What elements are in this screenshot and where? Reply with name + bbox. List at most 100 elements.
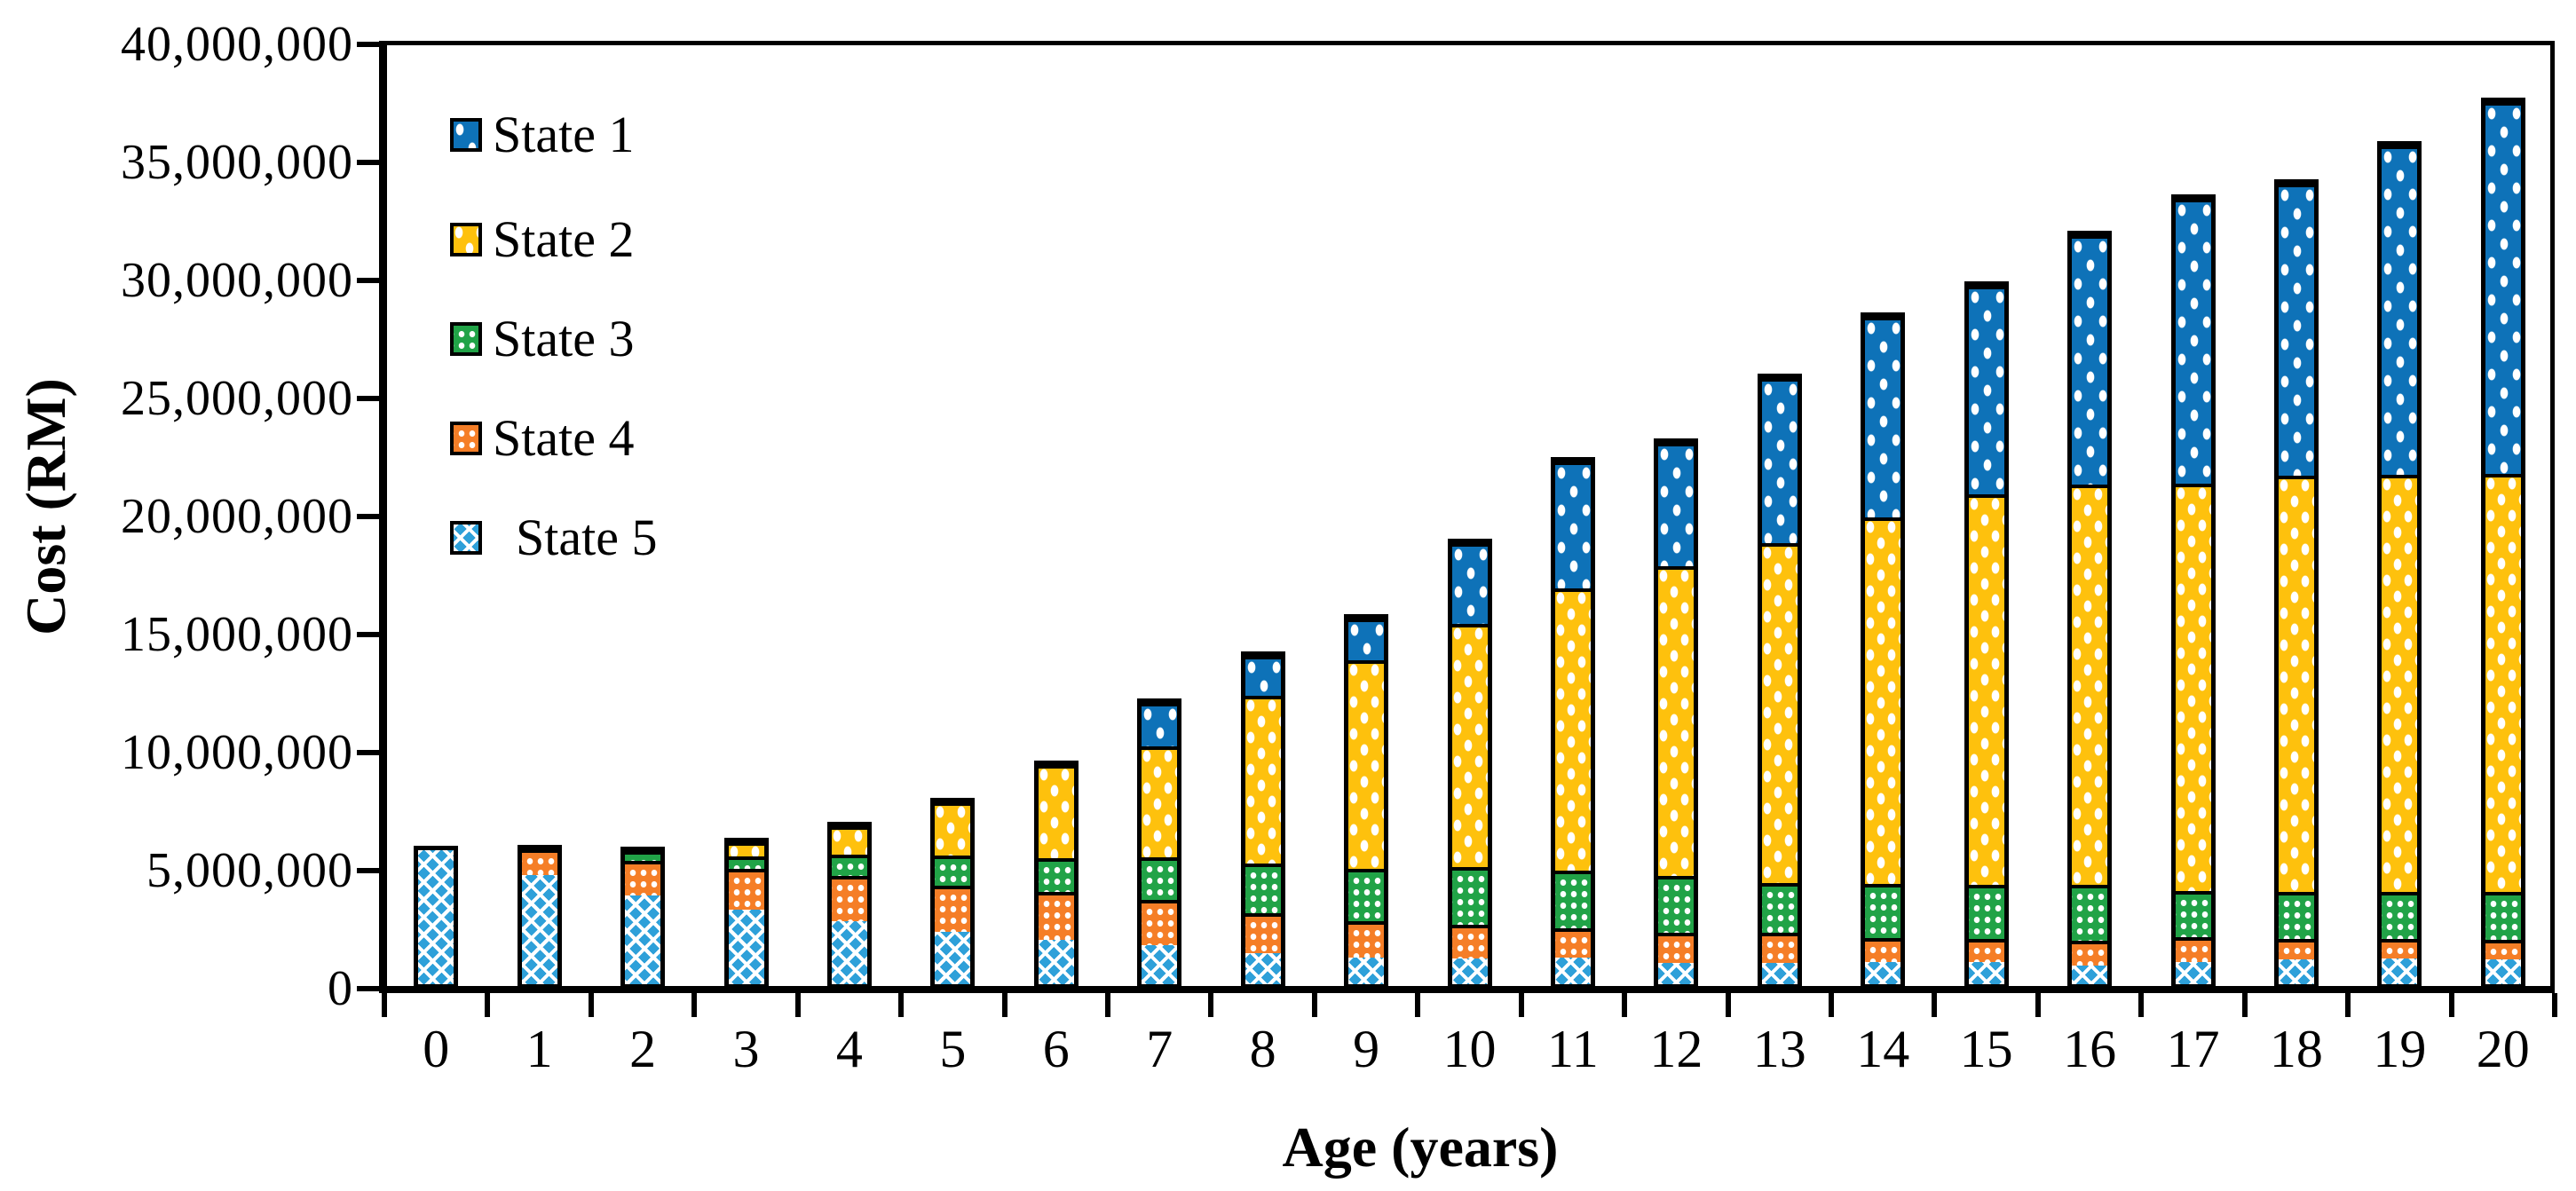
x-tick [1829,993,1834,1017]
bar-segment-state-2 [1142,746,1177,857]
y-tick [357,160,380,165]
y-tick-label: 40,000,000 [121,17,353,72]
bar-segment-state-1 [1348,619,1384,660]
bar-segment-state-3 [2485,892,2521,940]
x-tick [1001,993,1007,1017]
bar-segment-state-2 [1762,543,1798,883]
bar-segment-state-5 [1348,958,1384,984]
bar-segment-state-1 [1658,443,1694,566]
bar-segment-state-4 [832,875,867,922]
x-tick [1415,993,1421,1017]
bar-segment-state-2 [729,842,764,857]
bar-segment-state-4 [1969,938,2004,963]
legend-swatch-state-2 [450,223,482,256]
bar-segment-state-2 [1969,494,2004,886]
bar-segment-state-5 [418,850,454,984]
y-tick [357,278,380,283]
bar-segment-state-2 [2072,485,2107,886]
x-tick-label: 15 [1959,1020,2013,1078]
x-tick [1725,993,1731,1017]
bar-segment-state-2 [1039,765,1074,858]
x-tick [1311,993,1317,1017]
bar-segment-state-4 [1245,912,1281,954]
legend-item-state-4: State 4 [450,413,634,464]
y-tick [357,514,380,519]
bar-segment-state-3 [625,851,660,862]
bar-segment-state-2 [1658,565,1694,877]
bar-segment-state-5 [1762,963,1798,984]
bar-segment-state-2 [935,802,970,856]
x-tick [2345,993,2351,1017]
x-tick-label: 4 [835,1020,863,1078]
x-tick [1105,993,1110,1017]
bar-segment-state-4 [2072,941,2107,966]
bar-segment-state-2 [2176,483,2211,891]
bar-segment-state-3 [2382,892,2417,939]
bar-segment-state-3 [935,855,970,886]
bar-segment-state-4 [935,885,970,932]
bar-segment-state-4 [1658,933,1694,964]
bar-age-18 [2274,179,2319,989]
bar-age-10 [1448,539,1492,989]
bar-segment-state-5 [2279,959,2314,984]
y-tick-label: 0 [328,961,353,1016]
bar-segment-state-1 [1452,543,1488,625]
legend-swatch-state-1 [450,118,482,152]
bar-segment-state-4 [2279,938,2314,960]
x-tick [794,993,801,1017]
y-tick-label: 15,000,000 [121,607,353,662]
legend-label: State 5 [516,509,658,566]
y-tick [357,750,380,755]
x-tick-label: 11 [1547,1020,1599,1078]
bar-segment-state-5 [522,874,557,984]
bar-segment-state-4 [1762,933,1798,964]
bar-segment-state-5 [625,895,660,984]
legend-item-state-1: State 1 [450,109,634,161]
legend-swatch-state-4 [450,422,482,455]
bar-segment-state-3 [729,856,764,869]
bar-age-20 [2481,98,2525,989]
x-tick [485,993,491,1017]
bar-segment-state-3 [1555,870,1591,929]
x-tick-label: 0 [423,1020,450,1078]
bar-segment-state-4 [1039,892,1074,941]
bar-age-19 [2377,141,2422,989]
bar-segment-state-4 [1865,937,1900,963]
y-tick [357,42,380,47]
bar-segment-state-5 [729,910,764,984]
x-tick-label: 14 [1856,1020,1910,1078]
x-tick [2552,993,2557,1017]
bar-segment-state-2 [2279,475,2314,893]
bar-age-14 [1861,312,1905,989]
bar-age-11 [1551,457,1595,989]
bar-segment-state-4 [2382,938,2417,959]
y-tick-label: 10,000,000 [121,725,353,780]
bar-segment-state-3 [1865,884,1900,938]
bar-segment-state-3 [2072,885,2107,942]
bar-segment-state-3 [832,854,867,876]
bar-segment-state-2 [832,826,867,855]
bar-segment-state-5 [2072,965,2107,984]
bar-segment-state-2 [2485,473,2521,893]
x-tick-label: 19 [2373,1020,2427,1078]
legend-label: State 2 [493,210,635,268]
bar-segment-state-4 [1452,925,1488,959]
bar-segment-state-1 [2485,102,2521,474]
bar-segment-state-4 [522,849,557,875]
x-tick-label: 5 [939,1020,967,1078]
y-tick [357,868,380,873]
legend-label: State 4 [493,409,635,467]
bar-age-7 [1137,698,1181,989]
bar-segment-state-1 [2072,235,2107,485]
bar-segment-state-1 [1969,286,2004,495]
bar-age-0 [414,846,458,989]
x-tick-label: 20 [2476,1020,2530,1078]
y-axis-line [379,41,387,993]
legend-label: State 1 [493,106,635,163]
x-tick-label: 17 [2166,1020,2220,1078]
bar-age-8 [1241,651,1285,989]
bar-age-12 [1654,438,1698,989]
bar-segment-state-2 [1348,659,1384,870]
bar-age-3 [724,838,769,989]
x-tick [2448,993,2454,1017]
